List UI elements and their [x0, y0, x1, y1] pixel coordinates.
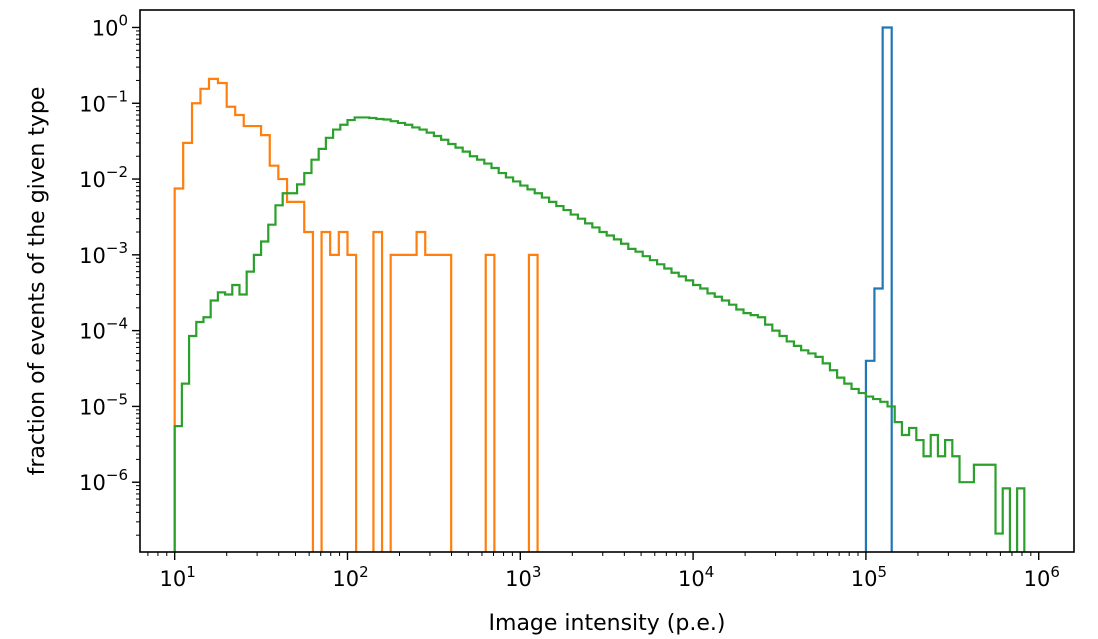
y-tick-label: 10−2 — [79, 163, 128, 192]
x-axis: 101 102 103 104 105 106 — [147, 552, 1060, 591]
x-axis-label: Image intensity (p.e.) — [489, 611, 726, 636]
series-1 — [864, 26, 893, 552]
y-tick-label: 10−6 — [79, 466, 128, 495]
x-tick-label: 106 — [1024, 563, 1060, 591]
x-tick-label: 103 — [505, 563, 541, 591]
x-tick-label: 104 — [678, 563, 714, 591]
y-tick-label: 10−1 — [79, 87, 128, 116]
plot-frame — [139, 9, 1075, 553]
series-3-step-line — [173, 116, 1026, 552]
y-axis-label: fraction of events of the given type — [25, 87, 50, 476]
y-axis: 100 10−1 10−2 10−3 10−4 10−5 10−6 — [79, 11, 140, 536]
y-tick-label: 10−3 — [79, 239, 128, 268]
series-1-step-line — [864, 26, 893, 552]
series-2 — [173, 77, 539, 552]
series-2-step-line — [173, 77, 539, 552]
y-tick-label: 100 — [92, 11, 128, 40]
y-tick-label: 10−5 — [79, 390, 128, 419]
series-3 — [173, 116, 1026, 552]
x-tick-label: 102 — [332, 563, 368, 591]
x-tick-label: 101 — [160, 563, 196, 591]
series-layer — [173, 26, 1026, 552]
x-tick-label: 105 — [851, 563, 887, 591]
y-tick-label: 10−4 — [79, 315, 128, 344]
